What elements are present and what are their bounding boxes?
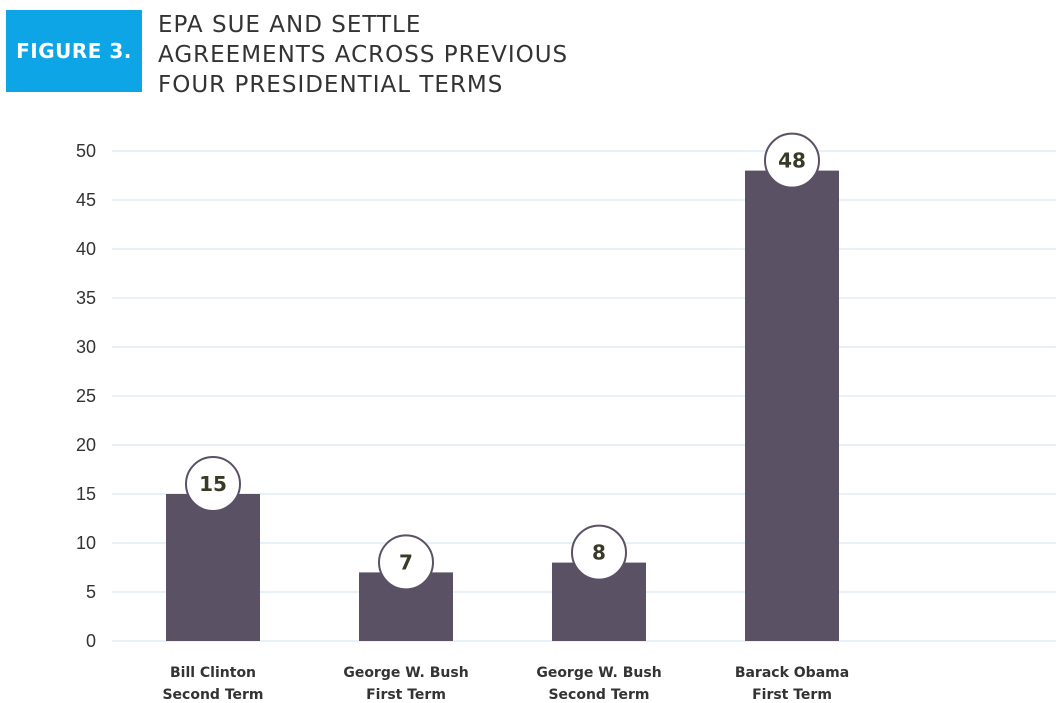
data-label: 8 <box>592 541 606 565</box>
category-label: First Term <box>366 687 446 703</box>
y-tick-label: 40 <box>76 239 96 259</box>
y-tick-label: 25 <box>76 386 96 406</box>
y-tick-label: 20 <box>76 435 96 455</box>
data-labels: 15 7 8 48 <box>185 132 820 591</box>
category-label: Bill Clinton <box>170 665 256 681</box>
data-label: 48 <box>778 149 806 173</box>
category-label: George W. Bush <box>536 665 661 681</box>
x-axis-categories: Bill Clinton Second Term George W. Bush Fir… <box>162 665 849 703</box>
y-tick-label: 30 <box>76 337 96 357</box>
title-line-1: EPA SUE AND SETTLE <box>158 12 422 38</box>
chart-title: EPA SUE AND SETTLE AGREEMENTS ACROSS PRE… <box>158 10 678 100</box>
data-label-circle <box>378 534 434 591</box>
data-label-circle <box>571 524 627 581</box>
category-label: George W. Bush <box>343 665 468 681</box>
data-label-circle <box>185 456 241 512</box>
bars <box>166 170 839 641</box>
category-label: First Term <box>752 687 832 703</box>
y-tick-label: 5 <box>86 582 96 602</box>
y-tick-label: 10 <box>76 533 96 553</box>
category-label: Second Term <box>162 687 263 703</box>
data-label-circle <box>764 132 820 189</box>
bar <box>166 494 260 641</box>
category-label: Barack Obama <box>735 665 849 681</box>
y-axis-ticks: 0 5 10 15 20 25 30 35 40 45 50 <box>76 141 96 651</box>
data-label: 7 <box>399 550 413 574</box>
title-line-2: AGREEMENTS ACROSS PREVIOUS <box>158 42 569 68</box>
title-line-3: FOUR PRESIDENTIAL TERMS <box>158 72 504 98</box>
bar <box>745 170 839 641</box>
figure-badge: FIGURE 3. <box>6 10 142 92</box>
y-tick-label: 35 <box>76 288 96 308</box>
category-label: Second Term <box>548 687 649 703</box>
y-tick-label: 50 <box>76 141 96 161</box>
data-label: 15 <box>199 472 227 496</box>
y-tick-label: 0 <box>86 631 96 651</box>
y-tick-label: 15 <box>76 484 96 504</box>
y-tick-label: 45 <box>76 190 96 210</box>
